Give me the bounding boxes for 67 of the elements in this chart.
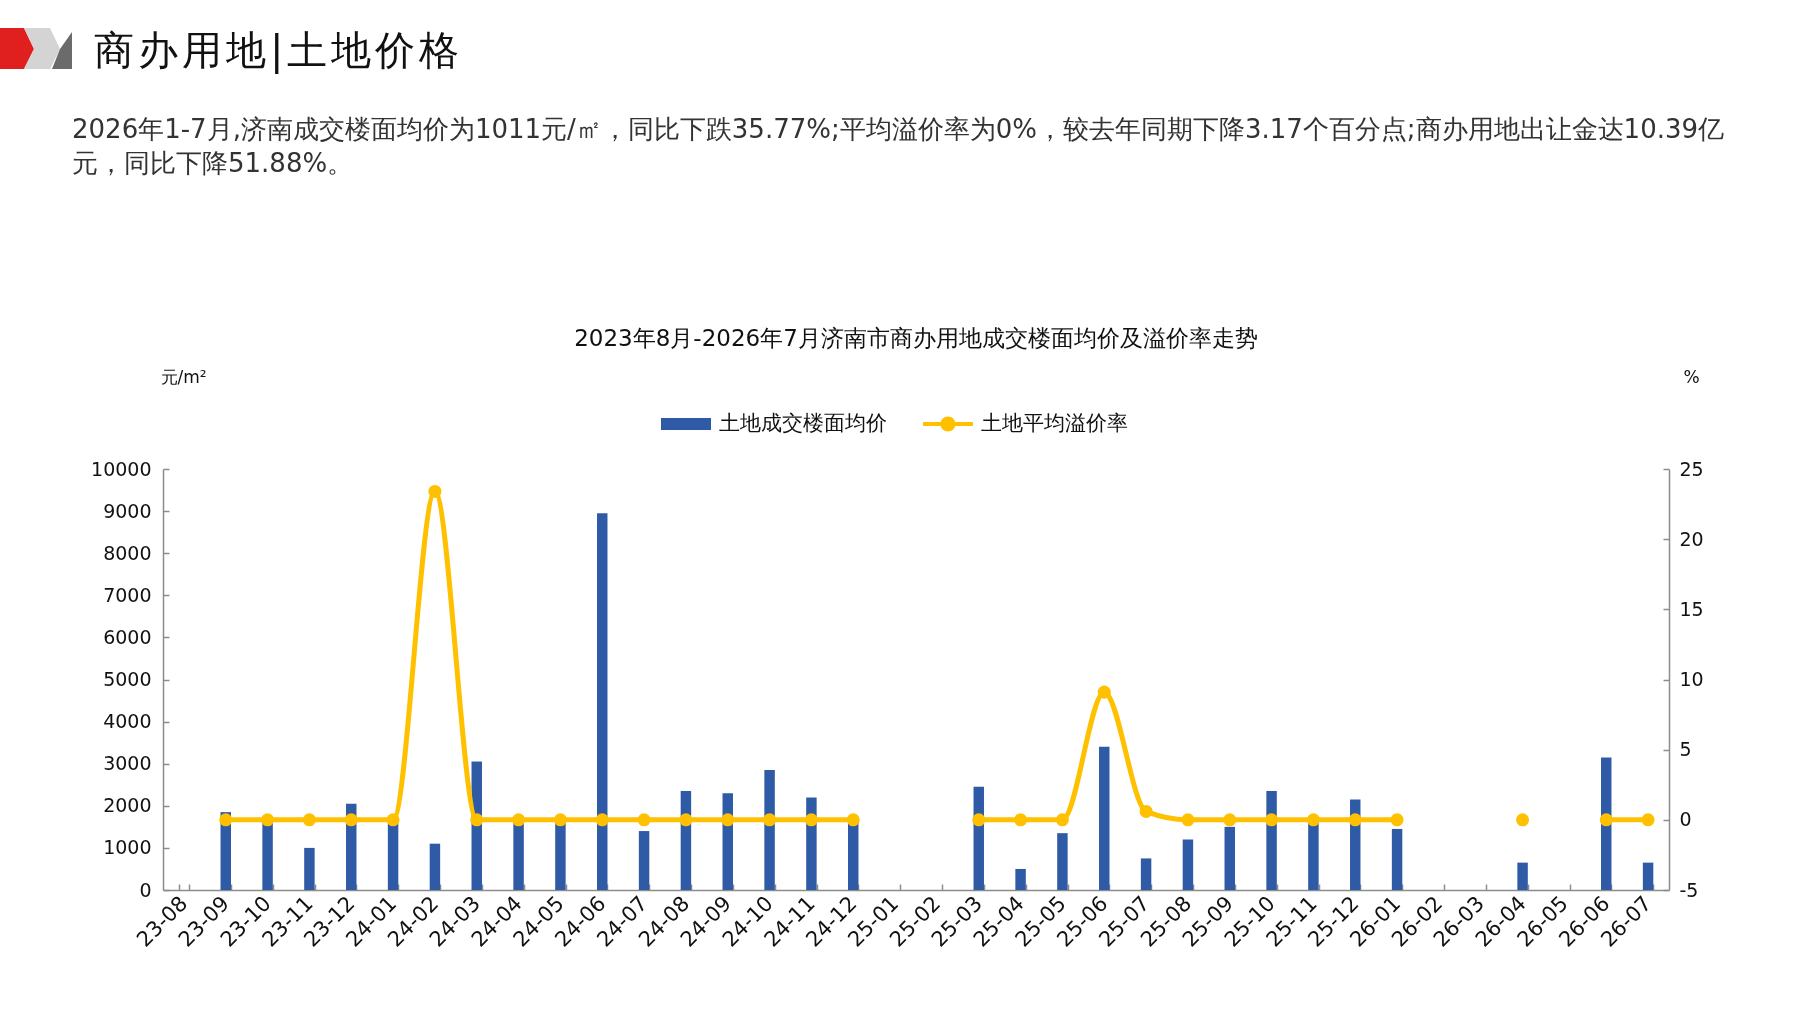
point: [1390, 813, 1404, 827]
point: [721, 813, 735, 827]
point: [1223, 813, 1237, 827]
point: [219, 813, 233, 827]
y2-tick-label: 25: [1679, 457, 1704, 480]
point: [1097, 685, 1111, 699]
point: [763, 813, 777, 827]
y-tick-label: 7000: [103, 583, 152, 606]
y-axis-title: 元/m²: [160, 366, 207, 387]
point: [261, 813, 275, 827]
y2-axis-title: %: [1683, 366, 1700, 387]
bar: [429, 843, 441, 890]
point: [470, 813, 484, 827]
bar: [1224, 826, 1235, 890]
chart-title: 2023年8月-2026年7月济南市商办用地成交楼面均价及溢价率走势: [574, 325, 1258, 351]
point: [1181, 813, 1195, 827]
y2-tick-label: 20: [1679, 527, 1704, 550]
bar: [304, 847, 315, 890]
y-tick-label: 10000: [91, 457, 152, 480]
y2-tick-label: 10: [1679, 668, 1704, 690]
point: [428, 484, 442, 498]
bar: [1099, 746, 1110, 890]
point: [637, 813, 651, 827]
y-tick-label: 4000: [103, 710, 152, 733]
point: [1014, 813, 1028, 827]
text: 2026年1-7月,济南成交楼面均价为1011元/㎡，同比下跌35.77%;平均溢价率为0%，较去年同期下降3.17个百分点;商办用地出让金达10.39亿元，同比下降51.88%。: [72, 113, 1726, 180]
y-tick-label: 1000: [103, 836, 152, 859]
bar: [1140, 858, 1152, 890]
y-tick-label: 2000: [103, 794, 152, 817]
bar: [597, 513, 608, 890]
y2-tick-label: 15: [1679, 597, 1704, 620]
y2-tick-label: -5: [1679, 878, 1699, 901]
bar: [1642, 862, 1654, 890]
bar: [1015, 868, 1026, 890]
y2-tick-label: 5: [1679, 738, 1692, 761]
y-tick-label: 6000: [103, 625, 152, 648]
point: [553, 813, 567, 827]
point: [1139, 804, 1153, 818]
bar: [1517, 862, 1528, 890]
legend-label: 土地成交楼面均价: [719, 411, 887, 435]
bar: [764, 770, 775, 890]
y-tick-label: 3000: [103, 752, 152, 775]
bar: [1057, 833, 1068, 890]
point: [302, 813, 316, 827]
point: [1306, 813, 1320, 827]
point: [846, 813, 860, 827]
y-tick-label: 0: [139, 878, 152, 901]
point: [595, 813, 609, 827]
y-tick-label: 9000: [103, 499, 152, 522]
y-tick-label: 8000: [103, 541, 152, 564]
text: 商办用地|土地价格: [94, 26, 464, 74]
bar: [1391, 828, 1403, 890]
point: [386, 813, 400, 827]
point: [512, 813, 526, 827]
point: [1348, 813, 1362, 827]
point: [679, 813, 693, 827]
bar: [638, 831, 650, 890]
bar: [1182, 839, 1194, 890]
point: [1599, 813, 1613, 827]
point: [344, 813, 358, 827]
legend-label: 土地平均溢价率: [981, 411, 1128, 435]
y2-tick-label: 0: [1679, 808, 1692, 831]
y-tick-label: 5000: [103, 668, 152, 690]
point: [1055, 813, 1069, 827]
point: [1641, 813, 1655, 827]
point: [1516, 813, 1530, 827]
point: [972, 813, 986, 827]
